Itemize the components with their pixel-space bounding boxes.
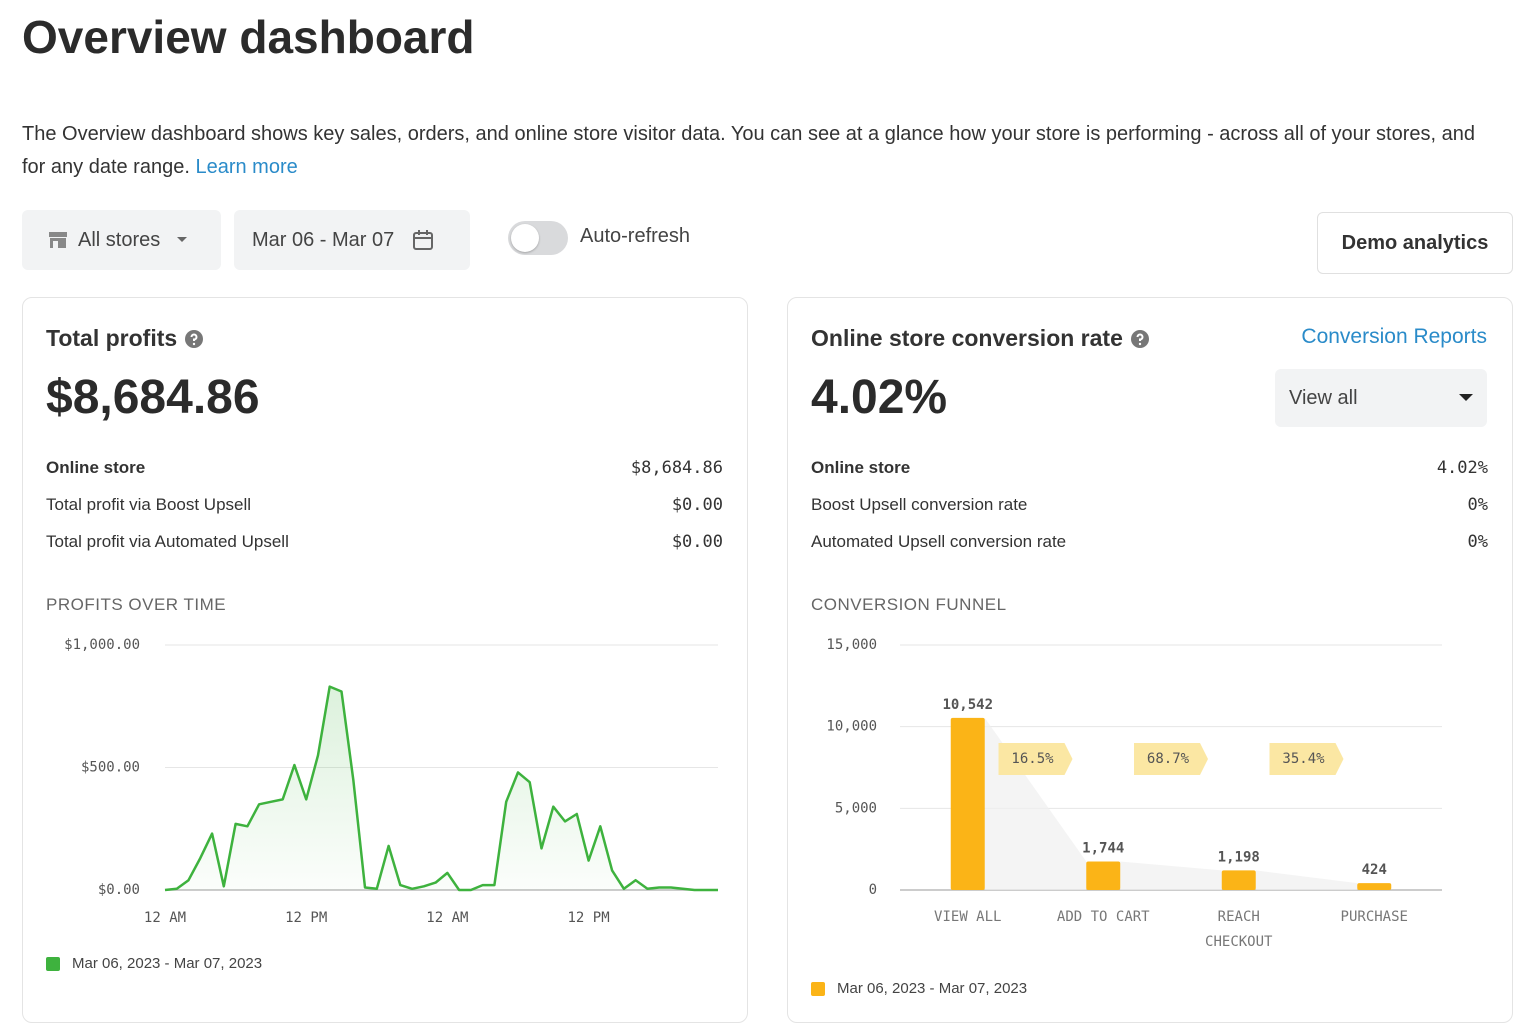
row-label: Boost Upsell conversion rate <box>811 495 1028 514</box>
card-title: Online store conversion rate <box>811 325 1149 352</box>
store-label: All stores <box>78 228 161 251</box>
row-label: Total profit via Boost Upsell <box>46 495 252 514</box>
caret <box>1459 394 1473 401</box>
row-label: Total profit via Automated Upsell <box>46 532 289 551</box>
section-title: PROFITS OVER TIME <box>46 595 227 614</box>
row-label: Online store <box>46 458 146 477</box>
x-tick-label: ADD TO CART <box>1056 909 1150 925</box>
row-value: 0% <box>1467 532 1488 552</box>
calendar-icon <box>413 230 434 250</box>
description-text: The Overview dashboard shows key sales, … <box>22 123 1475 178</box>
card-title: Total profits <box>46 325 204 352</box>
profits-card <box>22 297 748 1023</box>
x-tick-label: PURCHASE <box>1340 909 1408 925</box>
row-value: $8,684.86 <box>630 458 723 478</box>
date-range-label: Mar 06 - Mar 07 <box>252 228 395 251</box>
legend-label: Mar 06, 2023 - Mar 07, 2023 <box>72 955 263 972</box>
row-label: Online store <box>811 458 911 477</box>
x-tick-label: REACH CHECKOUT <box>1205 909 1273 950</box>
row-value: 0% <box>1467 495 1488 515</box>
card-title-text: Online store conversion rate <box>811 325 1123 351</box>
x-tick-label: VIEW ALL <box>934 909 1002 925</box>
card-title-text: Total profits <box>46 325 178 351</box>
help-icon[interactable] <box>185 329 204 348</box>
total-profit-value: $8,684.86 <box>46 371 260 424</box>
legend-label: Mar 06, 2023 - Mar 07, 2023 <box>837 980 1028 997</box>
caret <box>177 237 188 242</box>
toggle-knob <box>511 224 539 252</box>
view-select-label: View all <box>1289 386 1358 409</box>
view-select[interactable]: View all <box>1275 369 1487 427</box>
conversion-value: 4.02% <box>811 371 948 424</box>
auto-refresh-label: Auto-refresh <box>580 225 691 247</box>
legend: Mar 06, 2023 - Mar 07, 2023 <box>46 955 262 972</box>
conversion-card <box>787 297 1513 1023</box>
auto-refresh-toggle[interactable] <box>508 221 568 255</box>
demo-button[interactable]: Demo analytics <box>1317 212 1513 274</box>
learn-more-link[interactable]: Learn more <box>195 156 298 178</box>
legend-swatch <box>46 956 60 971</box>
page-title: Overview dashboard <box>22 11 475 63</box>
row-value: $0.00 <box>671 495 723 515</box>
row-value: $0.00 <box>671 532 723 552</box>
row-label: Automated Upsell conversion rate <box>811 532 1067 551</box>
conversion-reports-link[interactable]: Conversion Reports <box>1301 325 1487 348</box>
legend: Mar 06, 2023 - Mar 07, 2023 <box>811 980 1027 997</box>
date-range[interactable]: Mar 06 - Mar 07 <box>234 210 470 270</box>
help-icon[interactable] <box>1130 329 1149 348</box>
description: The Overview dashboard shows key sales, … <box>22 118 1502 184</box>
store-icon <box>49 232 67 248</box>
row-value: 4.02% <box>1436 458 1488 478</box>
store-select[interactable]: All stores <box>22 210 221 270</box>
section-title: CONVERSION FUNNEL <box>811 595 1007 614</box>
legend-swatch <box>811 981 825 996</box>
